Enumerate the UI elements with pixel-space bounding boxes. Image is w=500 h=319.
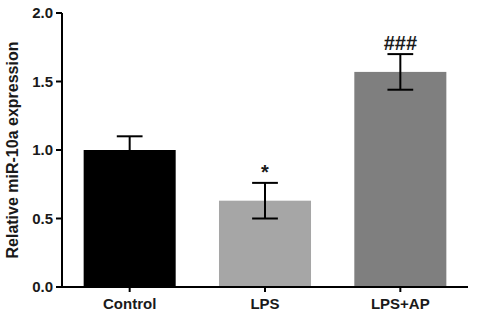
error-bar: [117, 136, 143, 163]
x-tick: [264, 287, 266, 292]
bar: [84, 150, 176, 287]
x-tick-label: Control: [103, 295, 156, 312]
y-axis-label: Relative miR-10a expression: [4, 42, 21, 259]
y-tick-label: 0.5: [32, 210, 53, 227]
y-tick: [56, 12, 62, 14]
error-line: [264, 183, 266, 219]
x-tick: [399, 287, 401, 292]
chart: 0.0 0.5 1.0 1.5 2.0 Control LPS LPS+AP * ### Relat…: [0, 0, 500, 319]
y-tick: [56, 218, 62, 220]
error-line: [129, 136, 131, 163]
y-tick: [56, 149, 62, 151]
y-tick-label: 1.5: [32, 73, 53, 90]
x-tick-label: LPS: [250, 295, 279, 312]
y-tick: [56, 286, 62, 288]
annotation: ###: [384, 32, 417, 54]
error-cap: [387, 89, 413, 91]
annotation: *: [261, 161, 269, 183]
error-bar: [387, 54, 413, 90]
error-cap: [252, 218, 278, 220]
error-cap: [117, 163, 143, 165]
error-bar: [252, 183, 278, 219]
y-tick-label: 0.0: [32, 278, 53, 295]
x-tick-label: LPS+AP: [371, 295, 430, 312]
y-tick: [56, 81, 62, 83]
bar: [354, 72, 446, 287]
plot-area: [84, 54, 447, 287]
x-tick: [129, 287, 131, 292]
error-cap: [117, 135, 143, 137]
error-line: [399, 54, 401, 90]
y-tick-label: 1.0: [32, 141, 53, 158]
y-tick-label: 2.0: [32, 4, 53, 21]
